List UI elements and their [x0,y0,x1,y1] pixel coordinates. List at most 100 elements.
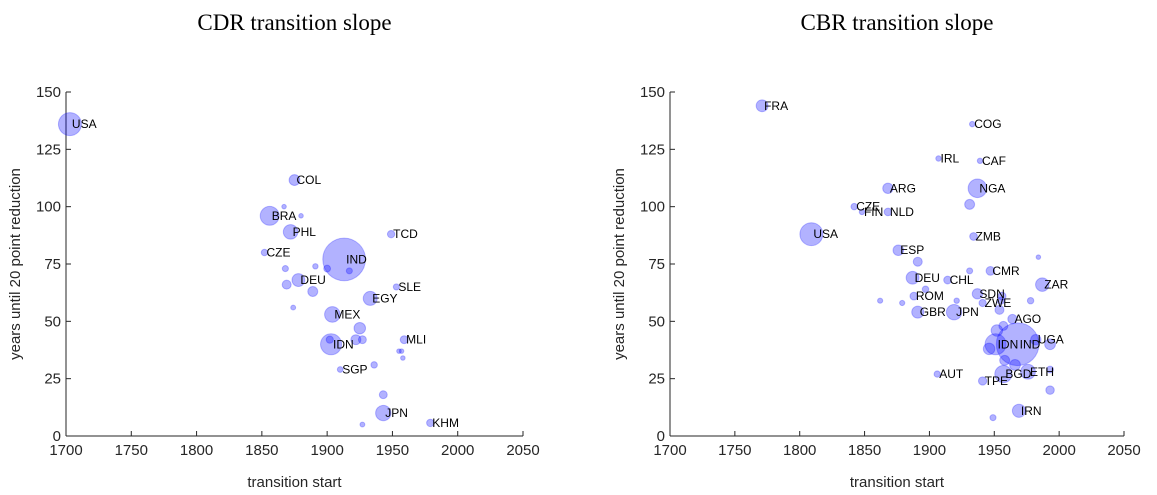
point-label: IDN [333,337,354,351]
y-axis-label: years until 20 point reduction [7,168,24,360]
bubble [905,270,920,285]
bubble [1007,313,1018,325]
bubble [995,322,1040,367]
point-label: SGP [342,362,367,376]
bubble [322,237,366,282]
point-label: SDN [979,287,1004,301]
chart-title: CDR transition slope [197,10,391,35]
bubble [858,208,866,216]
bubble [260,248,269,257]
y-tick-label: 150 [640,84,665,101]
bubble [396,348,402,354]
y-tick-label: 150 [36,84,61,101]
y-tick-label: 0 [53,428,61,445]
point-label: IRN [1021,404,1042,418]
bubble [997,291,1007,301]
bubble [998,320,1009,331]
bubble [1046,365,1054,374]
bubble [978,298,987,308]
bubble [323,264,332,273]
point-label: USA [72,117,97,131]
point-label: NLD [890,205,914,219]
bubble [985,266,996,276]
bubble [882,182,894,195]
point-label: IND [1020,337,1041,351]
x-tick-label: 1850 [245,442,278,459]
point-label: CZE [856,200,880,214]
x-tick-label: 1850 [848,442,881,459]
bubble [57,112,82,137]
bubble [971,288,984,300]
bubble [1035,277,1050,292]
bubble [969,232,978,241]
x-tick-label: 1900 [913,442,946,459]
bubble [999,354,1011,366]
bubble [298,213,304,219]
point-label: AUT [939,367,964,381]
point-label: IRL [941,152,960,166]
y-axis-label: years until 20 point reduction [611,168,628,360]
x-tick-label: 1700 [49,442,82,459]
plot: CDR transition slope transition start year… [7,10,540,491]
bubble [996,296,1005,305]
point-label: USA [813,227,838,241]
bubble [990,324,1004,337]
point-label: CAF [982,154,1006,168]
y-tick-label: 125 [640,141,665,158]
bubble [964,198,976,210]
bubble [899,299,906,307]
point-label: TCD [393,227,418,241]
bubble [1045,385,1055,395]
y-tick-label: 25 [648,371,665,388]
bubble [1044,338,1056,351]
bubble [799,222,824,247]
point-label: ROM [916,289,944,303]
point-label: JPN [385,406,408,420]
x-tick-label: 2000 [1042,442,1075,459]
bubble [850,202,858,211]
bubble [1011,403,1027,418]
y-tick-label: 0 [657,428,665,445]
bubble [953,297,960,304]
bubble [399,335,409,345]
point-label: BGD [1005,367,1031,381]
bubble [370,361,378,369]
x-tick-label: 1950 [376,442,409,459]
bubble [400,355,406,361]
y-tick-label: 75 [648,256,665,273]
x-tick-label: 1800 [783,442,816,459]
y-tick-label: 100 [36,199,61,216]
bubble [398,348,405,354]
bubble [350,334,362,346]
bubble [909,291,919,301]
bubble [994,304,1005,315]
bubble [977,376,988,386]
bubble [324,306,341,323]
x-axis-label: transition start [850,474,945,491]
bubble [1026,296,1035,305]
point-label: SLE [398,280,421,294]
point-label: UGA [1038,333,1064,347]
bubble [755,99,769,113]
bubble [943,275,952,285]
point-label: CHL [950,273,974,287]
bubble [984,333,1007,356]
bubble [935,155,942,162]
point-label: IND [346,252,367,266]
x-tick-label: 2050 [506,442,539,459]
point-label: COL [297,173,322,187]
bubble [877,297,884,304]
bubble [281,203,287,210]
bubble [312,263,319,270]
point-label: CMR [992,264,1020,278]
point-label: FIN [864,205,883,219]
bubble [1009,359,1021,371]
bubble [357,335,367,345]
point-label: PHL [293,225,317,239]
bubble [288,174,301,186]
x-tick-label: 1950 [978,442,1011,459]
point-label: KHM [432,416,459,430]
bubble [359,421,366,428]
x-tick-label: 2050 [1107,442,1140,459]
